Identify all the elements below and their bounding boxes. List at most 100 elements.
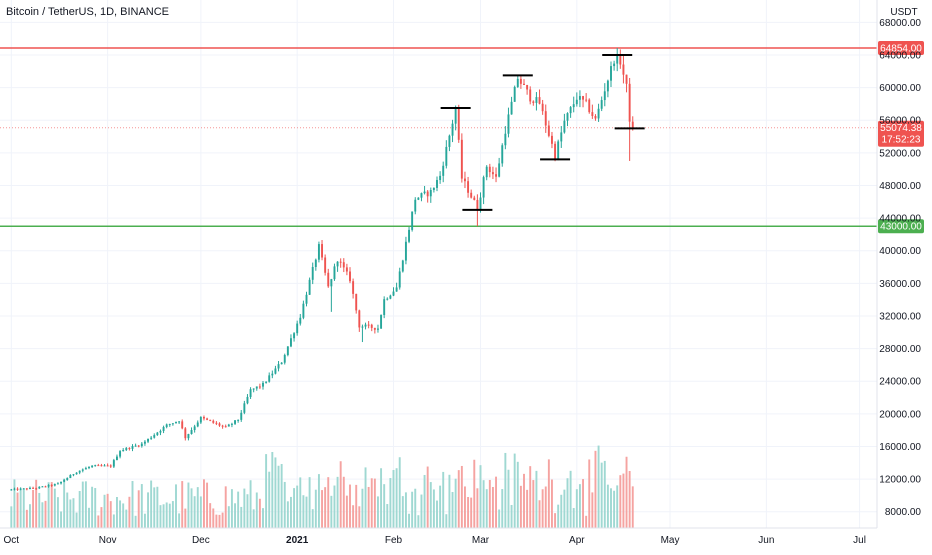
- candle-body: [600, 100, 603, 109]
- volume-bar: [526, 489, 529, 528]
- candle-body: [147, 438, 149, 442]
- candle-body: [119, 451, 122, 457]
- volume-bar: [240, 506, 243, 528]
- candle-body: [504, 133, 507, 146]
- candle-body: [116, 456, 118, 461]
- candle-body: [206, 418, 209, 420]
- candle-body: [75, 472, 78, 475]
- volume-bar: [373, 478, 376, 528]
- volume-bar: [271, 452, 274, 528]
- volume-bar: [370, 478, 373, 528]
- candle-body: [199, 416, 202, 423]
- volume-bar: [333, 485, 336, 528]
- candle-body: [175, 421, 177, 424]
- volume-bar: [63, 478, 66, 528]
- candle-body: [395, 287, 398, 292]
- volume-bar: [414, 488, 417, 528]
- volume-bar: [246, 494, 249, 528]
- candle-body: [582, 96, 584, 100]
- volume-bar: [327, 477, 330, 528]
- candle-body: [268, 375, 271, 382]
- volume-bar: [467, 497, 470, 528]
- candle-body: [448, 135, 451, 147]
- volume-bar: [283, 481, 286, 528]
- candle-body: [554, 143, 557, 159]
- candle-body: [529, 89, 532, 102]
- y-tick-label: 32000.00: [879, 311, 921, 322]
- volume-bar: [13, 479, 16, 528]
- candle-body: [125, 447, 128, 451]
- y-tick-label: 40000.00: [879, 246, 921, 257]
- volume-bar: [532, 480, 535, 528]
- volume-bar: [206, 482, 209, 528]
- candle-body: [470, 192, 473, 198]
- candle-body: [575, 99, 578, 105]
- volume-bar: [305, 496, 308, 528]
- candle-body: [29, 487, 31, 490]
- last-price-label: 55074.38: [880, 123, 922, 134]
- candle-body: [311, 267, 314, 280]
- resistance-price-tag: [878, 40, 924, 55]
- volume-bar: [274, 457, 277, 528]
- last-price-countdown: 17:52:23: [882, 135, 921, 146]
- candle-body: [137, 445, 140, 447]
- volume-bar: [255, 492, 258, 528]
- volume-bar: [606, 484, 609, 528]
- candle-body: [128, 447, 131, 449]
- volume-bar: [69, 499, 72, 528]
- volume-bar: [122, 503, 125, 528]
- candle-body: [420, 193, 423, 198]
- volume-bar: [495, 476, 497, 528]
- x-tick-label: Jul: [853, 535, 866, 546]
- candle-body: [588, 99, 591, 113]
- y-tick-label: 56000.00: [879, 116, 921, 127]
- candle-body: [345, 267, 348, 272]
- volume-bar: [523, 473, 525, 528]
- volume-bar: [519, 485, 522, 528]
- candle-body: [361, 326, 364, 328]
- volume-bar: [187, 482, 190, 528]
- y-tick-label: 44000.00: [879, 214, 921, 225]
- candle-body: [187, 434, 190, 439]
- volume-bar: [616, 485, 619, 528]
- candle-body: [495, 174, 497, 177]
- candle-body: [193, 426, 196, 431]
- candles[interactable]: [10, 47, 634, 491]
- candle-body: [429, 190, 432, 197]
- y-tick-label: 68000.00: [879, 18, 921, 29]
- candle-body: [327, 272, 330, 287]
- volume-bar: [243, 488, 246, 528]
- volume-bar: [436, 500, 438, 528]
- candle-body: [16, 488, 19, 490]
- candle-body: [613, 63, 616, 67]
- candle-body: [619, 55, 622, 65]
- candle-body: [479, 197, 482, 211]
- support-price-tag: [878, 219, 924, 234]
- candle-body: [578, 96, 581, 100]
- volume-bar: [529, 466, 532, 528]
- candle-body: [445, 146, 448, 166]
- candle-body: [227, 424, 230, 427]
- volume-bar: [308, 477, 311, 528]
- candle-body: [324, 257, 327, 273]
- volume-bar: [470, 497, 473, 528]
- volume-bar: [265, 454, 268, 528]
- candle-body: [507, 114, 510, 134]
- volume-bar: [32, 489, 35, 528]
- candle-body: [234, 420, 236, 424]
- candle-body: [181, 421, 184, 429]
- candle-body: [519, 78, 522, 84]
- candle-body: [451, 123, 454, 136]
- volume-bar: [29, 504, 31, 528]
- volume-bar: [140, 484, 143, 528]
- candle-body: [60, 481, 62, 484]
- volume-bar: [134, 515, 137, 528]
- y-tick-label: 12000.00: [879, 475, 921, 486]
- volume-bar: [159, 505, 162, 528]
- candle-body: [551, 135, 553, 144]
- candle-body: [364, 324, 367, 327]
- candle-body: [398, 271, 401, 288]
